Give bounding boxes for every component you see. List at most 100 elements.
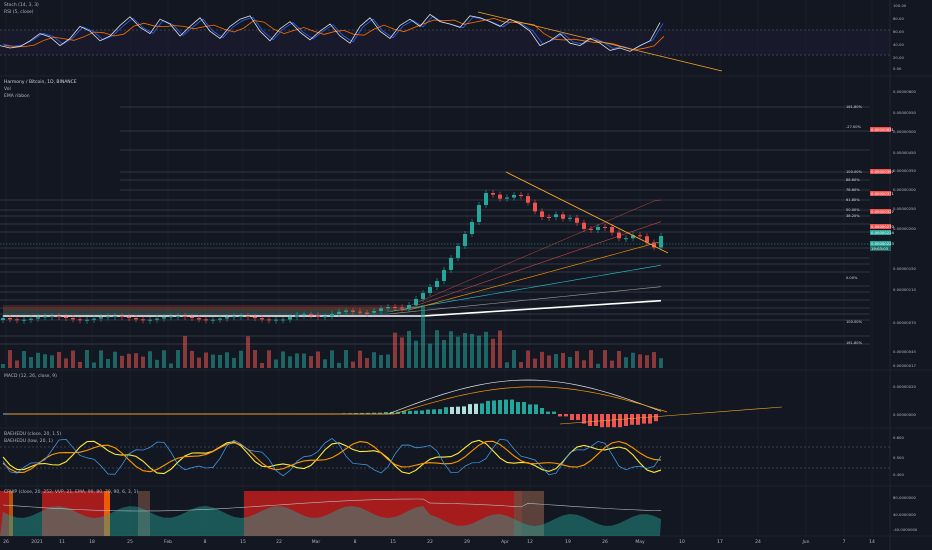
time-tick: 26 [3,540,9,545]
candle [155,318,159,320]
bb-blue-line [2,438,662,477]
time-tick: 15 [240,540,246,545]
candle [239,316,243,318]
candle [218,318,222,320]
candle [519,194,523,197]
macd-trendline[interactable] [559,406,783,425]
time-tick: 8 [353,540,357,545]
candle [183,316,187,318]
bb-subtitle[interactable]: BAEHEDU (low, 20, 1) [4,439,53,444]
vol-title[interactable]: Vol [4,87,11,92]
countdown-tag: 19:03:03 [870,246,891,251]
candle [50,316,54,318]
time-tick: 18 [89,540,95,545]
axis-label: 0.00000017 [893,363,916,368]
time-tick: 25 [127,540,133,545]
time-tick: Jun [802,540,810,545]
candle [547,216,551,218]
candle [603,226,607,228]
ema-title[interactable]: EMA ribbon [4,94,30,99]
candle [428,287,432,293]
axis-label: 40.0000000 [893,512,916,517]
fib-level-label: -27.00% [846,125,861,129]
candle [15,319,19,321]
candle [568,217,572,219]
candle [561,214,565,219]
time-tick: 11 [59,540,65,545]
fib-level-label: 61.80% [846,198,860,202]
candle [169,316,173,318]
candle [575,217,579,223]
candle [225,317,229,319]
main-title[interactable]: Harmony / Bitcoin, 1D, BINANCE [4,80,77,85]
candle [71,318,75,320]
candle [421,293,425,299]
fib-level-label: 161.80% [846,341,862,345]
candle [414,299,418,305]
axis-label: 0.00000550 [893,110,916,115]
candle [260,318,264,320]
time-tick: 7 [842,540,846,545]
candle [274,319,278,321]
candle [267,319,271,321]
candle [645,236,649,243]
stoch-trendline[interactable] [477,11,723,72]
time-tick: Feb [164,540,172,545]
candle [617,232,621,239]
candle [120,316,124,318]
candle [99,317,103,319]
bb-title[interactable]: BAEHEDU (close, 20, 1.5) [4,432,62,437]
axis-label: 0.00000020 [893,384,916,389]
candle [36,317,40,319]
rsi-title[interactable]: RSI (5, close) [4,10,34,15]
time-tick: 10 [679,540,685,545]
candle [491,193,495,195]
candle [582,222,586,229]
main-trendline[interactable] [505,171,669,254]
time-tick: May [635,540,645,545]
candle [379,308,383,311]
rsi-line [0,13,661,52]
candle [302,314,306,316]
fib-level-label: 161.80% [846,105,862,109]
candle [22,319,26,321]
alert-price-tag: 0.00000270 [870,224,894,229]
axis-label: 60.00 [893,29,904,34]
time-tick: 14 [869,540,875,545]
candle [533,202,537,212]
axis-label: 0.00000110 [893,287,916,292]
axis-label: 80.0000000 [893,495,916,500]
candle [400,307,404,309]
time-tick: 8 [203,540,207,545]
candle [57,316,61,318]
candle [127,316,131,319]
fib-level-label: 78.60% [846,188,860,192]
candle [78,319,82,321]
axis-label: 0.00000250 [893,206,916,211]
candle [253,316,257,319]
candle [358,311,362,313]
bid-price-tag: 0.00000223 [870,241,894,246]
candle [540,211,544,217]
candle [92,318,96,320]
candle [281,319,285,321]
candle [288,317,292,320]
stoch-title[interactable]: Stoch (14, 3, 3) [4,3,39,8]
vfi-title[interactable]: CRVIP (close, 20, 252, VVP, 21, EMA, 90,… [4,490,139,495]
bb-orange-line [2,440,662,473]
alert-price-tag: 0.00000371 [870,191,894,196]
axis-label: 0.00000150 [893,266,916,271]
candle [505,197,509,199]
axis-label: 80.00 [893,16,904,21]
candle [85,319,89,321]
fib-level-label: 100.00% [846,170,862,174]
axis-label: 0.00000045 [893,349,916,354]
macd-title[interactable]: MACD (12, 26, close, 9) [4,374,57,379]
candle [295,314,299,318]
candle [344,310,348,312]
